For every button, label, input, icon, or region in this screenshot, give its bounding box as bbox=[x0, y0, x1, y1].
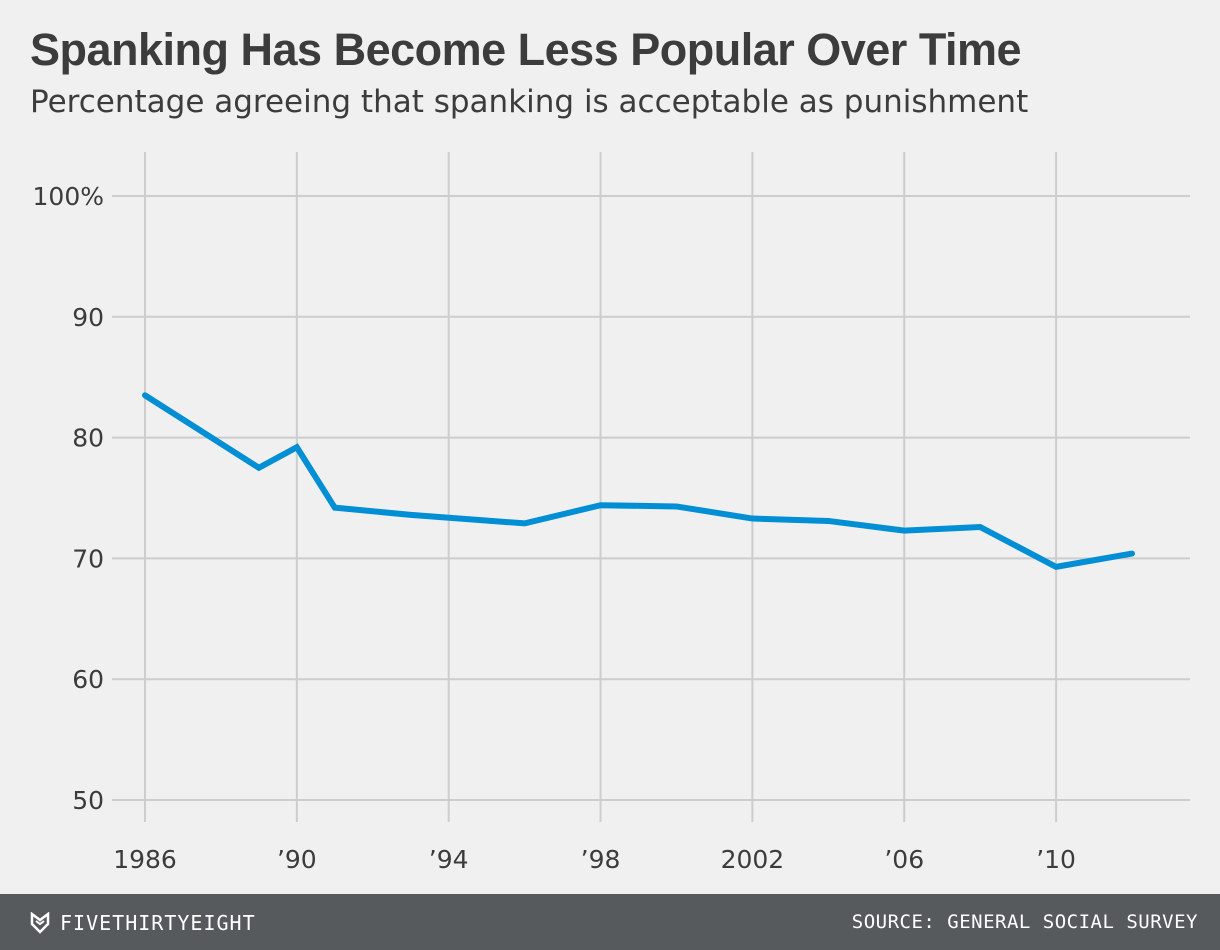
y-tick-label: 100% bbox=[33, 182, 104, 211]
chart-subtitle: Percentage agreeing that spanking is acc… bbox=[30, 84, 1029, 120]
source-note: SOURCE: GENERAL SOCIAL SURVEY bbox=[851, 911, 1198, 933]
x-tick-label: 2002 bbox=[721, 845, 785, 874]
y-tick-label: 90 bbox=[72, 303, 104, 332]
x-tick-label: 1986 bbox=[113, 845, 177, 874]
series-line bbox=[142, 392, 1135, 570]
brand: FIVETHIRTYEIGHT bbox=[30, 911, 256, 935]
footer: FIVETHIRTYEIGHT SOURCE: GENERAL SOCIAL S… bbox=[0, 894, 1220, 950]
chart-title: Spanking Has Become Less Popular Over Ti… bbox=[30, 24, 1022, 75]
x-tick-label: ’90 bbox=[277, 845, 317, 874]
line-chart: 1986 ’90 ’94 ’98 2002 ’06 ’10 100% 90 80 70 60 50 bbox=[33, 152, 1190, 874]
x-tick-label: ’10 bbox=[1036, 845, 1076, 874]
brand-name: FIVETHIRTYEIGHT bbox=[60, 911, 256, 935]
x-tick-label: ’06 bbox=[884, 845, 924, 874]
x-tick-label: ’94 bbox=[429, 845, 469, 874]
y-tick-label: 80 bbox=[72, 424, 104, 453]
x-tick-label: ’98 bbox=[581, 845, 621, 874]
y-tick-label: 50 bbox=[72, 786, 104, 815]
y-tick-label: 60 bbox=[72, 665, 104, 694]
y-tick-label: 70 bbox=[72, 544, 104, 573]
fivethirtyeight-logo-icon bbox=[30, 912, 50, 934]
